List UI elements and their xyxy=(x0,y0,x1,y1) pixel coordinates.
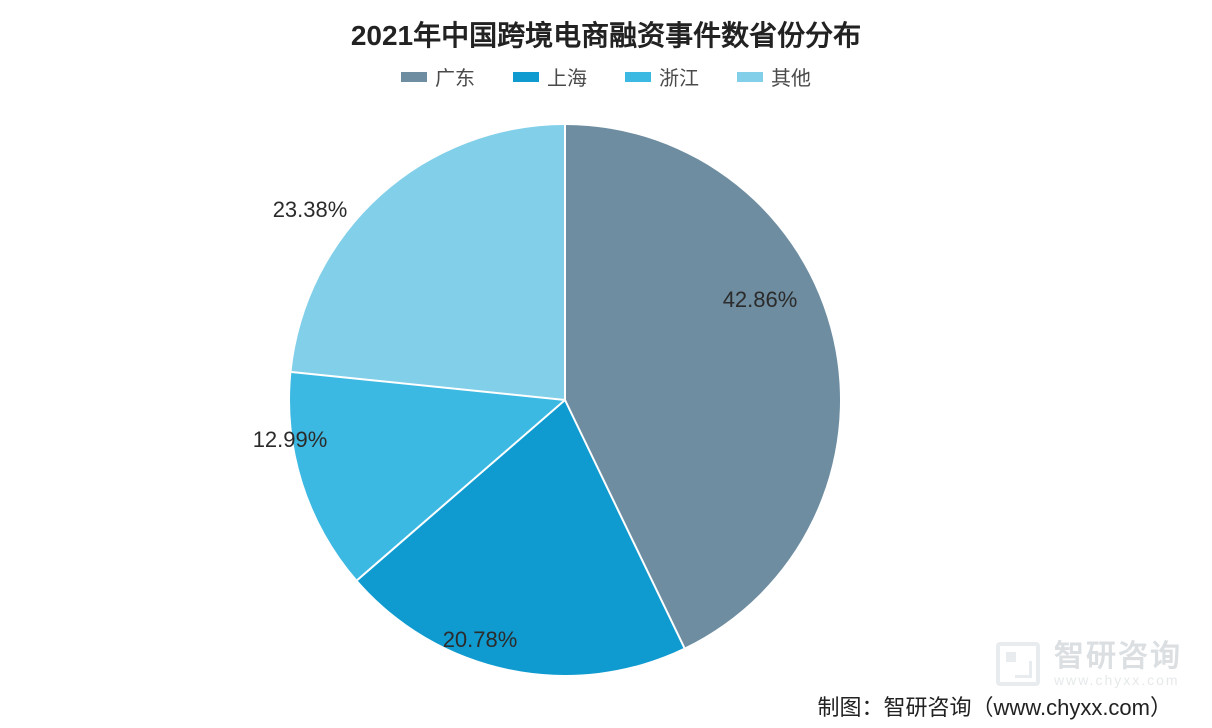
slice-label: 20.78% xyxy=(443,627,518,653)
watermark: 智研咨询 www.chyxx.com xyxy=(996,640,1182,688)
watermark-url: www.chyxx.com xyxy=(1054,673,1182,688)
watermark-cn: 智研咨询 xyxy=(1054,640,1182,673)
watermark-logo-icon xyxy=(996,642,1040,686)
attribution-text: 制图：智研咨询（www.chyxx.com） xyxy=(818,690,1172,722)
slice-label: 42.86% xyxy=(723,287,798,313)
slice-label: 12.99% xyxy=(253,427,328,453)
pie-chart xyxy=(0,0,1212,728)
slice-label: 23.38% xyxy=(273,197,348,223)
pie-slice xyxy=(291,125,565,400)
